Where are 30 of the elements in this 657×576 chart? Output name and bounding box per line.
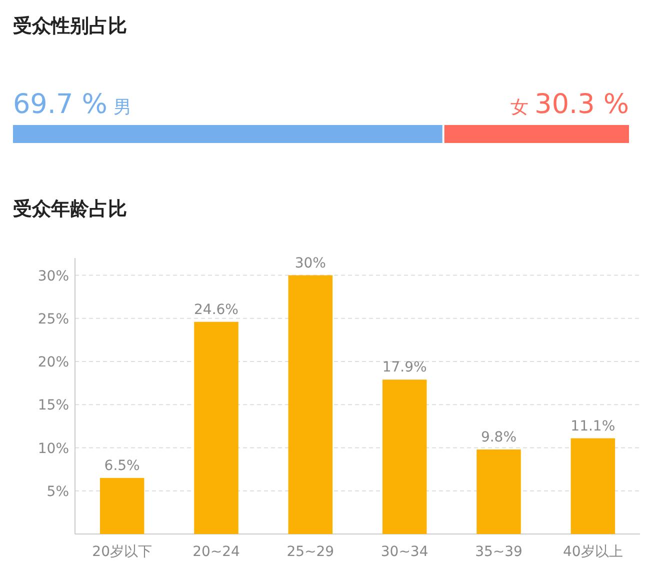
- bar: [382, 380, 427, 534]
- data-label: 9.8%: [480, 429, 517, 446]
- y-tick-label: 5%: [46, 484, 69, 500]
- bar: [100, 478, 144, 534]
- y-tick-label: 15%: [38, 398, 69, 414]
- chart-title: 受众年龄占比: [13, 198, 127, 220]
- data-label: 17.9%: [382, 360, 427, 376]
- chart-title: 受众性别占比: [13, 15, 127, 37]
- x-tick-label: 35~39: [475, 544, 522, 560]
- data-label: 11.1%: [570, 418, 616, 434]
- bar: [570, 438, 616, 534]
- y-tick-label: 10%: [38, 440, 69, 457]
- y-tick-label: 30%: [38, 268, 69, 284]
- data-label: 30%: [294, 255, 326, 272]
- y-tick-label: 20%: [38, 354, 69, 370]
- series-label: 女: [510, 97, 529, 118]
- x-tick-label: 40岁以上: [563, 544, 623, 560]
- data-label: 69.7 %: [13, 89, 108, 120]
- x-tick-label: 20岁以下: [92, 544, 152, 560]
- series-label: 男: [113, 97, 132, 118]
- data-label: 6.5%: [104, 458, 140, 474]
- bar: [288, 275, 333, 534]
- data-label: 30.3 %: [534, 89, 629, 120]
- y-tick-label: 25%: [38, 311, 69, 328]
- x-tick-label: 25~29: [286, 544, 334, 560]
- x-tick-label: 20~24: [192, 544, 240, 560]
- bar: [476, 449, 521, 534]
- x-tick-label: 30~34: [380, 544, 428, 560]
- data-label: 24.6%: [194, 302, 238, 318]
- bar: [194, 322, 238, 534]
